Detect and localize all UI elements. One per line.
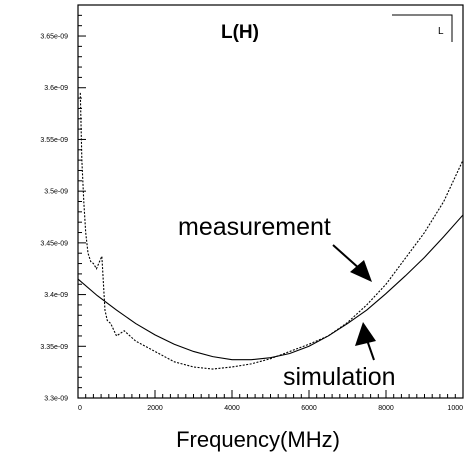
series-layer [77,92,464,370]
x-tick-label: 6000 [301,405,317,412]
chart-title: L(H) [221,22,259,43]
x-tick-label: 0 [78,405,82,412]
x-tick-label: 1000 [447,405,463,412]
annotation-simulation-arrow [355,322,376,361]
y-tick-label: 3.4e-09 [44,292,68,299]
x-tick-label: 4000 [224,405,240,412]
y-tick-label: 3.35e-09 [40,344,68,351]
series-line-simulation [77,214,464,361]
y-tick-label: 3.6e-09 [44,85,68,92]
x-tick-label: 2000 [147,405,163,412]
x-tick-label: 8000 [378,405,394,412]
y-tick-label: 3.55e-09 [40,137,68,144]
x-axis-label: Frequency(MHz) [176,427,340,452]
y-tick-label: 3.3e-09 [44,396,68,403]
annotation-measurement-arrow [332,244,372,282]
y-tick-label: 3.45e-09 [40,240,68,247]
legend-frame [392,14,453,42]
legend-label: L [438,26,444,37]
x-axis: 0 2000 4000 6000 8000 1000 [77,390,464,412]
y-tick-label: 3.65e-09 [40,34,68,41]
legend-box: L [392,14,453,42]
annotation-measurement-text: measurement [178,213,331,241]
y-axis: 3.3e-09 3.35e-09 3.4e-09 3.45e-09 3.5e-09 3.5… [40,4,86,403]
annotation-simulation-text: simulation [283,363,396,391]
y-tick-label: 3.5e-09 [44,189,68,196]
